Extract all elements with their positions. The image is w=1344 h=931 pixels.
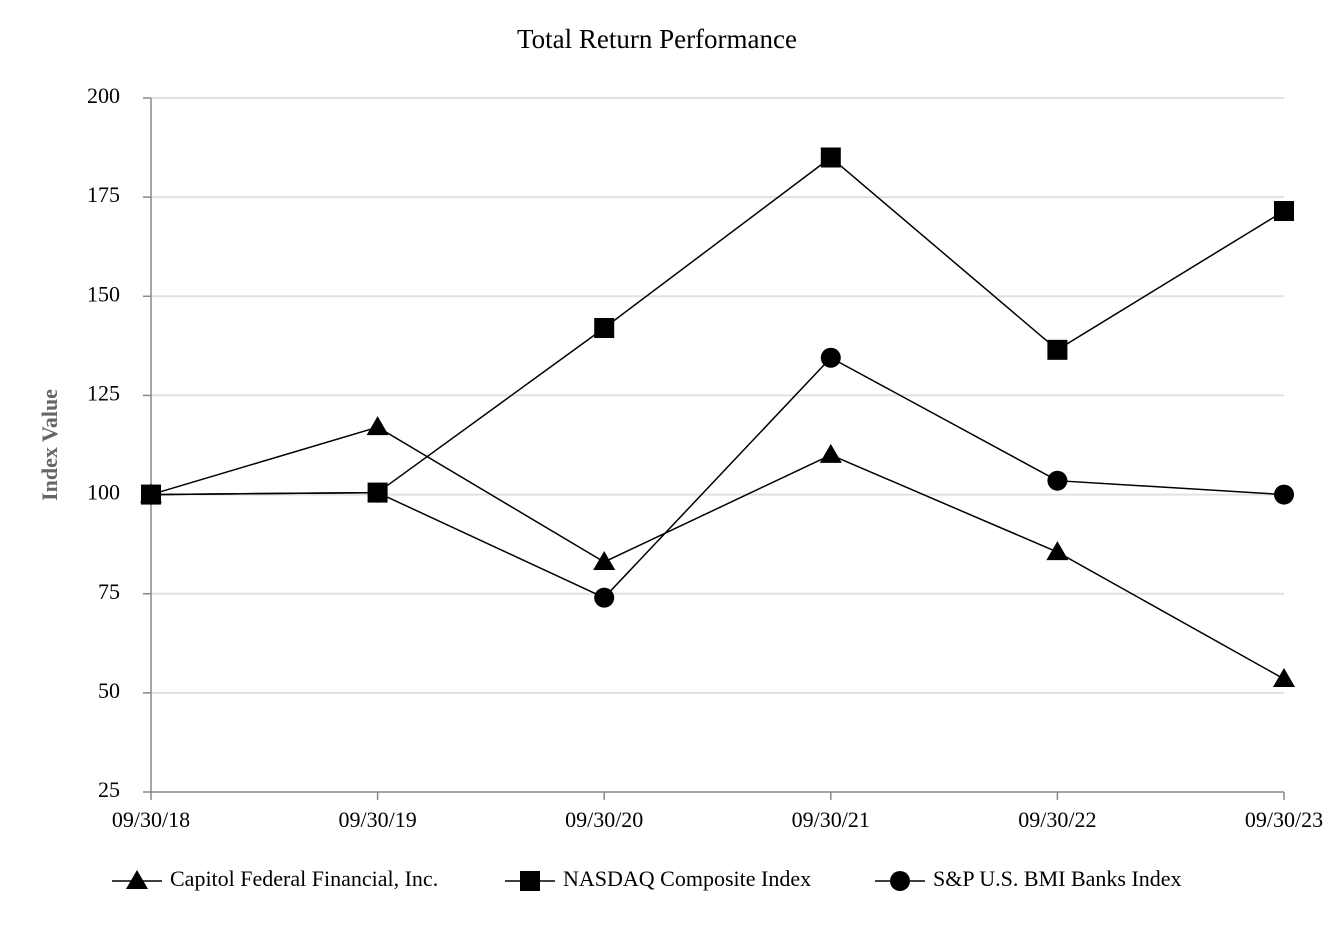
data-point [820, 147, 841, 168]
data-point [820, 347, 841, 368]
chart-title: Total Return Performance [517, 24, 797, 54]
x-tick-label: 09/30/19 [338, 807, 416, 832]
data-point [1046, 541, 1069, 561]
data-point [367, 482, 388, 503]
y-tick-label: 125 [87, 380, 120, 405]
legend-label: Capitol Federal Financial, Inc. [170, 866, 438, 891]
y-tick-label: 50 [98, 678, 120, 703]
data-point [594, 587, 615, 608]
legend-marker [126, 870, 148, 889]
data-point [1274, 484, 1294, 505]
data-point [141, 484, 161, 505]
y-tick-label: 100 [87, 480, 120, 505]
data-point [1273, 667, 1295, 687]
x-tick-label: 09/30/23 [1245, 807, 1323, 832]
y-axis-label: Index Value [37, 389, 62, 501]
data-point [1047, 339, 1068, 360]
series-line [150, 356, 1285, 599]
y-tick-label: 200 [87, 83, 120, 108]
data-point [1274, 201, 1294, 222]
x-tick-label: 09/30/18 [112, 807, 190, 832]
x-tick-label: 09/30/21 [792, 807, 870, 832]
data-point [1047, 470, 1068, 491]
data-point [366, 416, 389, 436]
x-tick-label: 09/30/20 [565, 807, 643, 832]
data-point [819, 443, 842, 463]
data-point [593, 550, 616, 570]
legend-marker [890, 871, 910, 891]
x-tick-label: 09/30/22 [1018, 807, 1096, 832]
legend-label: S&P U.S. BMI Banks Index [933, 866, 1182, 891]
legend-label: NASDAQ Composite Index [563, 866, 811, 891]
legend-marker [520, 871, 540, 891]
y-tick-label: 75 [98, 579, 120, 604]
y-tick-label: 150 [87, 281, 120, 306]
data-point [594, 318, 615, 339]
y-tick-label: 25 [98, 777, 120, 802]
y-tick-label: 175 [87, 182, 120, 207]
series-line [150, 426, 1285, 680]
